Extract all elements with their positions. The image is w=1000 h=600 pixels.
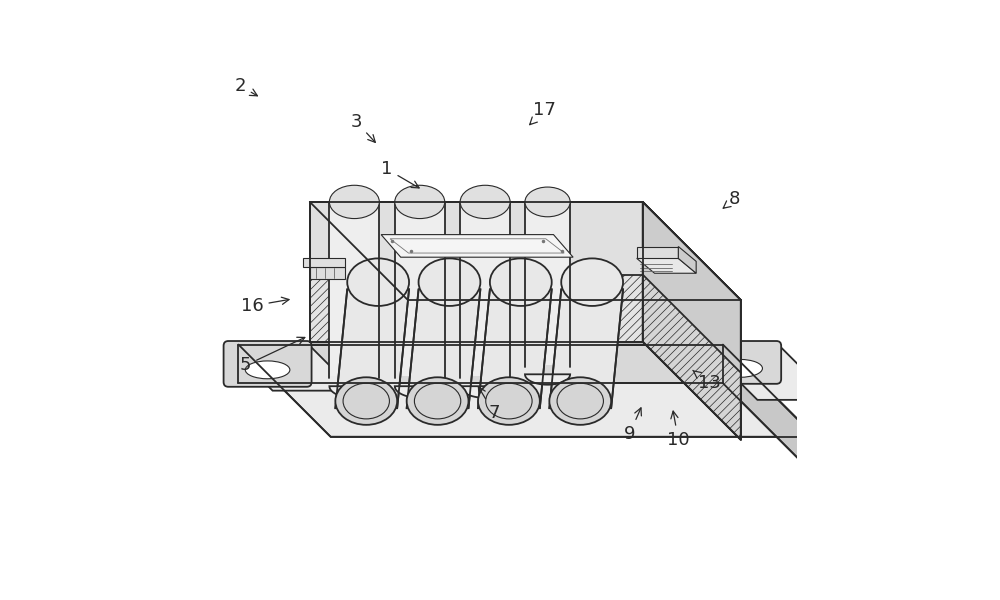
Polygon shape <box>525 202 570 365</box>
Text: 2: 2 <box>234 77 257 96</box>
Text: 13: 13 <box>693 370 721 392</box>
Polygon shape <box>310 268 345 279</box>
Polygon shape <box>395 202 445 376</box>
Polygon shape <box>238 344 815 437</box>
Polygon shape <box>478 289 552 408</box>
Ellipse shape <box>343 383 389 419</box>
Ellipse shape <box>329 185 379 218</box>
Ellipse shape <box>419 259 480 306</box>
Polygon shape <box>310 202 643 341</box>
Polygon shape <box>702 344 833 400</box>
Ellipse shape <box>490 259 552 306</box>
Polygon shape <box>549 289 623 408</box>
Polygon shape <box>678 247 696 273</box>
Polygon shape <box>303 259 345 268</box>
Text: 8: 8 <box>723 190 740 208</box>
Polygon shape <box>460 202 510 376</box>
Polygon shape <box>310 275 643 341</box>
Text: 3: 3 <box>350 113 375 142</box>
Polygon shape <box>310 202 741 300</box>
Polygon shape <box>723 344 815 475</box>
Polygon shape <box>329 202 379 376</box>
Text: 16: 16 <box>241 297 289 315</box>
Polygon shape <box>637 247 678 259</box>
Text: 9: 9 <box>624 408 641 443</box>
Polygon shape <box>238 344 723 383</box>
Text: 10: 10 <box>667 411 690 449</box>
Ellipse shape <box>335 377 397 425</box>
Polygon shape <box>329 386 379 398</box>
Ellipse shape <box>549 377 611 425</box>
Text: 1: 1 <box>381 160 419 188</box>
Polygon shape <box>310 202 643 341</box>
Polygon shape <box>310 202 741 300</box>
Text: 17: 17 <box>530 101 556 125</box>
Text: 5: 5 <box>240 337 305 374</box>
Polygon shape <box>637 259 696 273</box>
Ellipse shape <box>407 377 468 425</box>
Text: 7: 7 <box>478 387 500 422</box>
Polygon shape <box>407 289 480 408</box>
Polygon shape <box>335 289 409 408</box>
FancyBboxPatch shape <box>699 341 781 384</box>
Polygon shape <box>395 386 445 398</box>
Ellipse shape <box>557 383 603 419</box>
Polygon shape <box>227 344 355 391</box>
Polygon shape <box>643 202 741 440</box>
Polygon shape <box>381 235 573 257</box>
Ellipse shape <box>395 185 445 218</box>
FancyBboxPatch shape <box>224 341 312 387</box>
Ellipse shape <box>478 377 540 425</box>
Ellipse shape <box>561 259 623 306</box>
Polygon shape <box>227 344 309 383</box>
Ellipse shape <box>525 187 570 217</box>
Polygon shape <box>460 386 510 398</box>
Ellipse shape <box>486 383 532 419</box>
Ellipse shape <box>245 361 290 379</box>
Polygon shape <box>643 202 741 440</box>
Polygon shape <box>643 275 741 440</box>
Ellipse shape <box>460 185 510 218</box>
Ellipse shape <box>718 359 762 377</box>
Polygon shape <box>525 374 570 385</box>
Polygon shape <box>702 344 778 380</box>
Ellipse shape <box>347 259 409 306</box>
Ellipse shape <box>414 383 461 419</box>
